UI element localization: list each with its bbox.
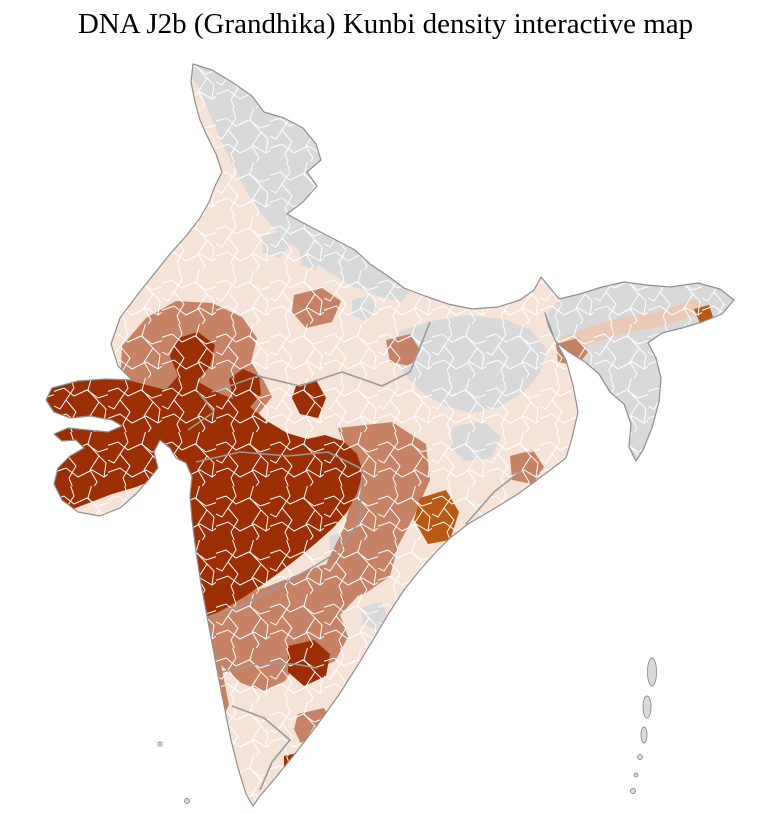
gray-district[interactable] xyxy=(432,581,457,608)
density-layers xyxy=(46,64,734,806)
state-border xyxy=(221,663,319,673)
islands[interactable] xyxy=(157,657,657,804)
andaman-island[interactable] xyxy=(640,726,648,744)
island-shapes[interactable] xyxy=(157,657,657,804)
nicobar-island[interactable] xyxy=(633,772,639,778)
state-border xyxy=(409,321,431,373)
state-border xyxy=(203,469,363,619)
andaman-island[interactable] xyxy=(647,657,657,687)
map-title: DNA J2b (Grandhika) Kunbi density intera… xyxy=(77,8,694,40)
nicobar-island[interactable] xyxy=(630,788,636,794)
andaman-island[interactable] xyxy=(642,695,652,719)
lakshadweep-island[interactable] xyxy=(184,798,190,804)
state-border xyxy=(211,371,411,393)
state-border xyxy=(465,469,523,525)
state-border xyxy=(195,451,361,469)
state-border xyxy=(187,391,215,431)
state-boundaries xyxy=(187,321,523,791)
state-border xyxy=(231,705,291,791)
lakshadweep-island[interactable] xyxy=(157,741,163,747)
medium-district[interactable] xyxy=(456,539,500,578)
nicobar-island[interactable] xyxy=(637,754,643,760)
country-outline xyxy=(45,63,735,807)
district-boundaries-overlay xyxy=(46,64,734,806)
